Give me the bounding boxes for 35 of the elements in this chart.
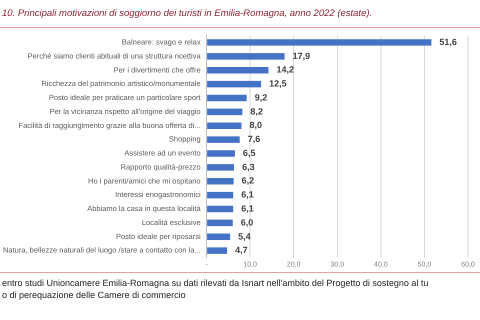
- bar: [207, 122, 242, 129]
- text: o di perequazione delle Camere di commercio: [2, 289, 187, 301]
- bar: [207, 136, 240, 143]
- data-label: 6,1: [241, 204, 254, 214]
- bar: [207, 247, 228, 254]
- text: entro studi Unioncamere Emilia-Romagna su dati rilevati da Isnart nell'ambito del Progetto di sostegno al tu: [2, 277, 430, 289]
- bar: [207, 66, 268, 74]
- bar: [207, 234, 230, 240]
- bar: [207, 94, 247, 102]
- data-label: 5,4: [238, 231, 251, 242]
- data-label: 6,0: [240, 217, 254, 228]
- bar: [207, 108, 242, 116]
- data-label: 17,9: [292, 50, 310, 61]
- bar: [207, 178, 234, 184]
- bar: [207, 220, 233, 226]
- data-label: 9,2: [254, 92, 268, 102]
- data-label: 8,2: [250, 106, 263, 116]
- data-label: 6,3: [242, 162, 255, 172]
- data-label: 8,0: [249, 120, 262, 130]
- data-label: 6,2: [242, 176, 254, 186]
- bar: [207, 53, 285, 60]
- bar: [207, 39, 432, 46]
- bar: [207, 80, 262, 88]
- data-label: 14,2: [276, 64, 294, 75]
- bar: [207, 164, 234, 171]
- data-label: 51,6: [439, 36, 457, 47]
- bar: [207, 192, 234, 198]
- data-label: 6,1: [241, 190, 254, 200]
- bar: [207, 206, 234, 212]
- data-label: 7,6: [248, 134, 260, 144]
- chart-title: 10. Principali motivazioni di soggiorno dei turisti in Emilia-Romagna, anno 2022 (estate).: [0, 0, 480, 28]
- bar: [207, 150, 235, 157]
- data-label: 6,5: [242, 148, 256, 158]
- data-label: 12,5: [269, 78, 287, 89]
- data-label: 4,7: [235, 245, 248, 256]
